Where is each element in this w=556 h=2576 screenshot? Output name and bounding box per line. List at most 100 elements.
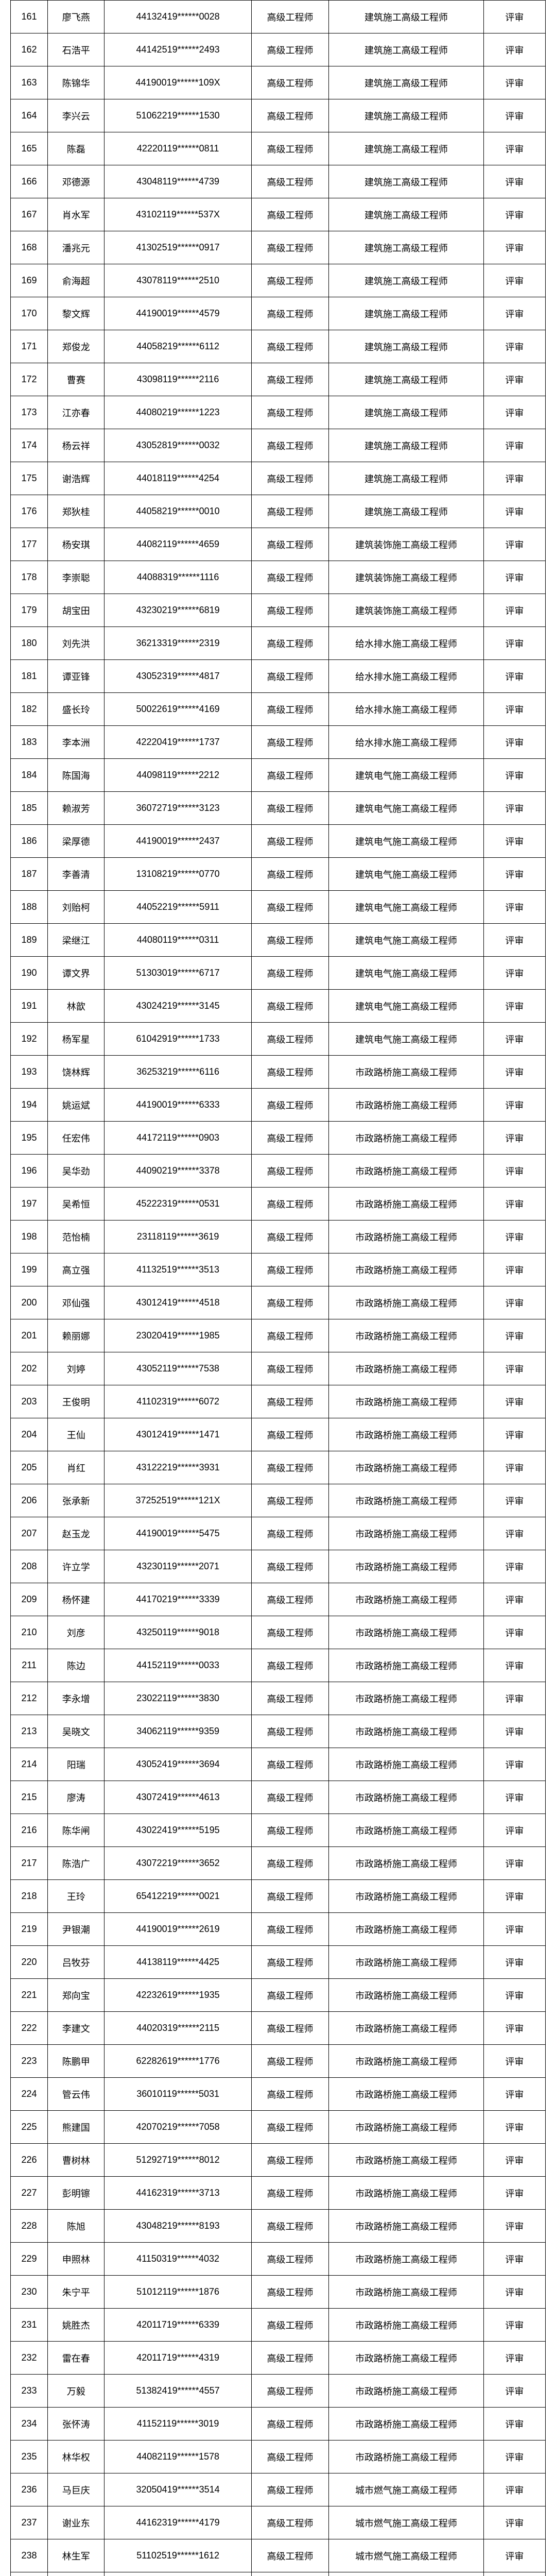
table-cell: 范怡楠 <box>48 1221 105 1253</box>
table-cell: 潘兆元 <box>48 231 105 264</box>
table-cell: 建筑装饰施工高级工程师 <box>329 561 484 594</box>
table-cell: 172 <box>11 363 48 396</box>
table-cell: 建筑电气施工高级工程师 <box>329 891 484 924</box>
table-cell: 王玲 <box>48 1880 105 1913</box>
table-cell: 43072219******3652 <box>105 1847 252 1880</box>
table-cell: 高级工程师 <box>251 1847 328 1880</box>
table-cell: 评审 <box>483 957 545 990</box>
table-cell: 评审 <box>483 165 545 198</box>
table-cell: 任宏伟 <box>48 1122 105 1155</box>
table-cell: 评审 <box>483 759 545 792</box>
table-cell: 高级工程师 <box>251 1451 328 1484</box>
table-cell: 评审 <box>483 66 545 99</box>
table-cell: 市政路桥施工高级工程师 <box>329 1847 484 1880</box>
table-row: 186梁厚德44190019******2437高级工程师建筑电气施工高级工程师… <box>11 825 546 858</box>
table-cell: 评审 <box>483 1847 545 1880</box>
table-cell: 熊建国 <box>48 2111 105 2144</box>
table-cell: 建筑施工高级工程师 <box>329 264 484 297</box>
table-cell: 评审 <box>483 1056 545 1089</box>
table-cell: 建筑施工高级工程师 <box>329 165 484 198</box>
table-cell: 市政路桥施工高级工程师 <box>329 2441 484 2473</box>
table-cell: 44082119******1578 <box>105 2441 252 2473</box>
table-cell: 市政路桥施工高级工程师 <box>329 1748 484 1781</box>
table-row: 209杨怀建44170219******3339高级工程师市政路桥施工高级工程师… <box>11 1583 546 1616</box>
table-cell: 高级工程师 <box>251 2473 328 2506</box>
table-cell: 评审 <box>483 792 545 825</box>
table-cell: 饶林辉 <box>48 1056 105 1089</box>
table-cell: 50022619******4169 <box>105 693 252 726</box>
table-cell: 胡宝田 <box>48 594 105 627</box>
table-cell: 市政路桥施工高级工程师 <box>329 2045 484 2078</box>
table-cell: 市政路桥施工高级工程师 <box>329 1880 484 1913</box>
table-cell: 高级工程师 <box>251 297 328 330</box>
table-row: 237谢业东44162319******4179高级工程师城市燃气施工高级工程师… <box>11 2506 546 2539</box>
table-cell: 评审 <box>483 330 545 363</box>
table-cell: 高级工程师 <box>251 1089 328 1122</box>
table-cell: 42220419******1737 <box>105 726 252 759</box>
table-cell: 高级工程师 <box>251 2408 328 2441</box>
table-cell: 168 <box>11 231 48 264</box>
table-cell: 208 <box>11 1550 48 1583</box>
table-cell: 郑向宝 <box>48 1979 105 2012</box>
table-cell: 城市燃气施工高级工程师 <box>329 2473 484 2506</box>
table-cell: 229 <box>11 2243 48 2276</box>
table-row: 202刘婷43052119******7538高级工程师市政路桥施工高级工程师评… <box>11 1352 546 1385</box>
table-cell: 高级工程师 <box>251 2045 328 2078</box>
table-cell: 吴华劲 <box>48 1155 105 1188</box>
table-cell: 评审 <box>483 1517 545 1550</box>
table-cell: 评审 <box>483 528 545 561</box>
table-cell: 224 <box>11 2078 48 2111</box>
table-cell: 建筑施工高级工程师 <box>329 99 484 132</box>
table-row: 172曹赛43098119******2116高级工程师建筑施工高级工程师评审 <box>11 363 546 396</box>
table-row: 217陈浩广43072219******3652高级工程师市政路桥施工高级工程师… <box>11 1847 546 1880</box>
table-cell: 尹银潮 <box>48 1913 105 1946</box>
table-cell: 刘贻柯 <box>48 891 105 924</box>
table-cell: 市政路桥施工高级工程师 <box>329 1946 484 1979</box>
table-row: 228陈旭43048219******8193高级工程师市政路桥施工高级工程师评… <box>11 2210 546 2243</box>
table-cell: 管云伟 <box>48 2078 105 2111</box>
table-cell: 45222319******0531 <box>105 1188 252 1221</box>
table-cell: 高级工程师 <box>251 462 328 495</box>
table-cell: 评审 <box>483 1451 545 1484</box>
table-cell: 评审 <box>483 1089 545 1122</box>
table-cell: 175 <box>11 462 48 495</box>
table-cell: 高级工程师 <box>251 1056 328 1089</box>
table-cell: 51062219******1530 <box>105 99 252 132</box>
table-cell: 评审 <box>483 561 545 594</box>
table-row: 163陈锦华44190019******109X高级工程师建筑施工高级工程师评审 <box>11 66 546 99</box>
table-cell: 44132419******0028 <box>105 1 252 33</box>
table-cell: 评审 <box>483 2342 545 2375</box>
table-cell: 43230119******2071 <box>105 1550 252 1583</box>
table-cell: 43250119******9018 <box>105 1616 252 1649</box>
table-cell: 建筑施工高级工程师 <box>329 1 484 33</box>
table-cell: 评审 <box>483 1913 545 1946</box>
table-row: 206张承新37252519******121X高级工程师市政路桥施工高级工程师… <box>11 1484 546 1517</box>
table-cell: 建筑施工高级工程师 <box>329 297 484 330</box>
table-cell: 204 <box>11 1418 48 1451</box>
table-cell: 市政路桥施工高级工程师 <box>329 2078 484 2111</box>
table-cell: 高级工程师 <box>251 1122 328 1155</box>
table-cell: 42011719******4319 <box>105 2342 252 2375</box>
table-row: 207赵玉龙44190019******5475高级工程师市政路桥施工高级工程师… <box>11 1517 546 1550</box>
table-row: 239李亚楠41022119******0210高级工程师城市燃气施工高级工程师… <box>11 2572 546 2576</box>
table-cell: 173 <box>11 396 48 429</box>
table-cell: 高级工程师 <box>251 2210 328 2243</box>
table-cell: 肖红 <box>48 1451 105 1484</box>
table-cell: 评审 <box>483 2473 545 2506</box>
table-cell: 李本洲 <box>48 726 105 759</box>
table-cell: 170 <box>11 297 48 330</box>
table-cell: 43052419******3694 <box>105 1748 252 1781</box>
table-cell: 石浩平 <box>48 33 105 66</box>
table-cell: 赖丽娜 <box>48 1319 105 1352</box>
table-cell: 评审 <box>483 1583 545 1616</box>
table-cell: 高级工程师 <box>251 1 328 33</box>
table-cell: 评审 <box>483 1616 545 1649</box>
table-cell: 高级工程师 <box>251 1781 328 1814</box>
table-cell: 高级工程师 <box>251 2177 328 2210</box>
table-cell: 给水排水施工高级工程师 <box>329 660 484 693</box>
table-cell: 市政路桥施工高级工程师 <box>329 1814 484 1847</box>
table-cell: 肖水军 <box>48 198 105 231</box>
table-cell: 44082119******4659 <box>105 528 252 561</box>
table-cell: 44138119******4425 <box>105 1946 252 1979</box>
table-cell: 51303019******6717 <box>105 957 252 990</box>
